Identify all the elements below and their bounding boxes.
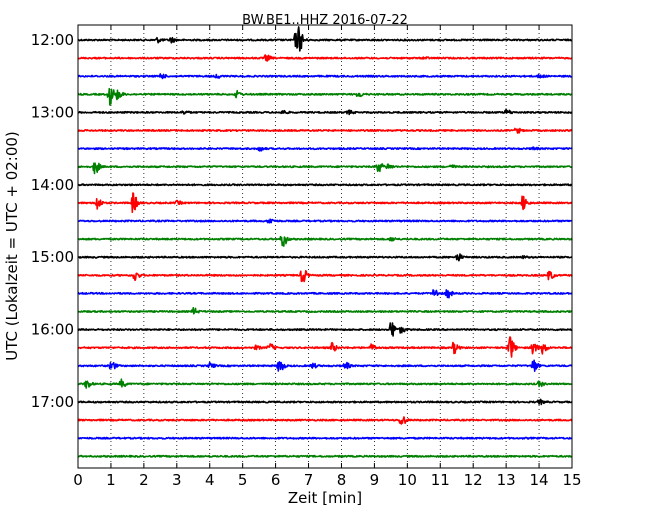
seismic-trace <box>77 359 573 372</box>
seismic-trace <box>77 416 573 425</box>
x-tick-label: 10 <box>398 471 417 489</box>
y-tick-label: 17:00 <box>31 393 74 411</box>
x-tick-label: 12 <box>464 471 483 489</box>
seismic-trace <box>77 322 573 337</box>
x-tick-label: 6 <box>271 471 281 489</box>
x-tick-label: 1 <box>106 471 116 489</box>
x-tick-label: 7 <box>304 471 314 489</box>
x-tick-label: 11 <box>431 471 450 489</box>
seismic-trace <box>77 398 573 406</box>
seismic-trace <box>77 26 573 52</box>
x-tick-label: 8 <box>337 471 347 489</box>
seismic-trace <box>77 162 573 175</box>
x-axis-ticks: 0 1 2 3 4 5 6 7 8 9 10 11 12 13 14 15 <box>73 25 582 489</box>
y-tick-label: 14:00 <box>31 176 74 194</box>
x-tick-label: 5 <box>238 471 248 489</box>
x-tick-label: 3 <box>172 471 182 489</box>
seismic-trace <box>77 183 573 187</box>
seismic-trace <box>77 192 573 213</box>
y-tick-label: 16:00 <box>31 321 74 339</box>
seismic-traces <box>77 26 573 458</box>
x-tick-label: 15 <box>562 471 581 489</box>
x-tick-label: 4 <box>205 471 215 489</box>
seismic-trace <box>77 108 573 116</box>
seismic-trace <box>77 270 573 283</box>
seismic-trace <box>77 235 573 247</box>
y-tick-label: 15:00 <box>31 248 74 266</box>
x-tick-label: 2 <box>139 471 149 489</box>
chart-title: BW.BE1..HHZ 2016-07-22 <box>242 13 408 28</box>
y-axis-ticks: 12:00 13:00 14:00 15:00 16:00 17:00 <box>31 31 83 411</box>
seismic-trace <box>77 54 573 62</box>
x-tick-label: 14 <box>530 471 549 489</box>
y-tick-label: 12:00 <box>31 31 74 49</box>
seismic-trace <box>77 307 573 315</box>
seismic-trace <box>77 73 573 80</box>
y-tick-label: 13:00 <box>31 103 74 121</box>
seismic-trace <box>77 218 573 224</box>
seismic-trace <box>77 289 573 299</box>
y-axis-label: UTC (Lokalzeit = UTC + 02:00) <box>3 131 21 361</box>
seismic-trace <box>77 436 573 440</box>
x-axis-label: Zeit [min] <box>288 489 362 507</box>
x-tick-label: 0 <box>73 471 83 489</box>
plot-frame <box>77 24 573 469</box>
seismic-trace <box>77 454 573 458</box>
seismic-trace <box>77 146 573 152</box>
x-tick-label: 13 <box>497 471 516 489</box>
seismic-trace <box>77 127 573 134</box>
x-tick-label: 9 <box>370 471 380 489</box>
seismic-trace <box>77 336 573 358</box>
seismic-trace <box>77 378 573 389</box>
seismic-trace <box>77 253 573 262</box>
seismic-trace <box>77 87 573 106</box>
